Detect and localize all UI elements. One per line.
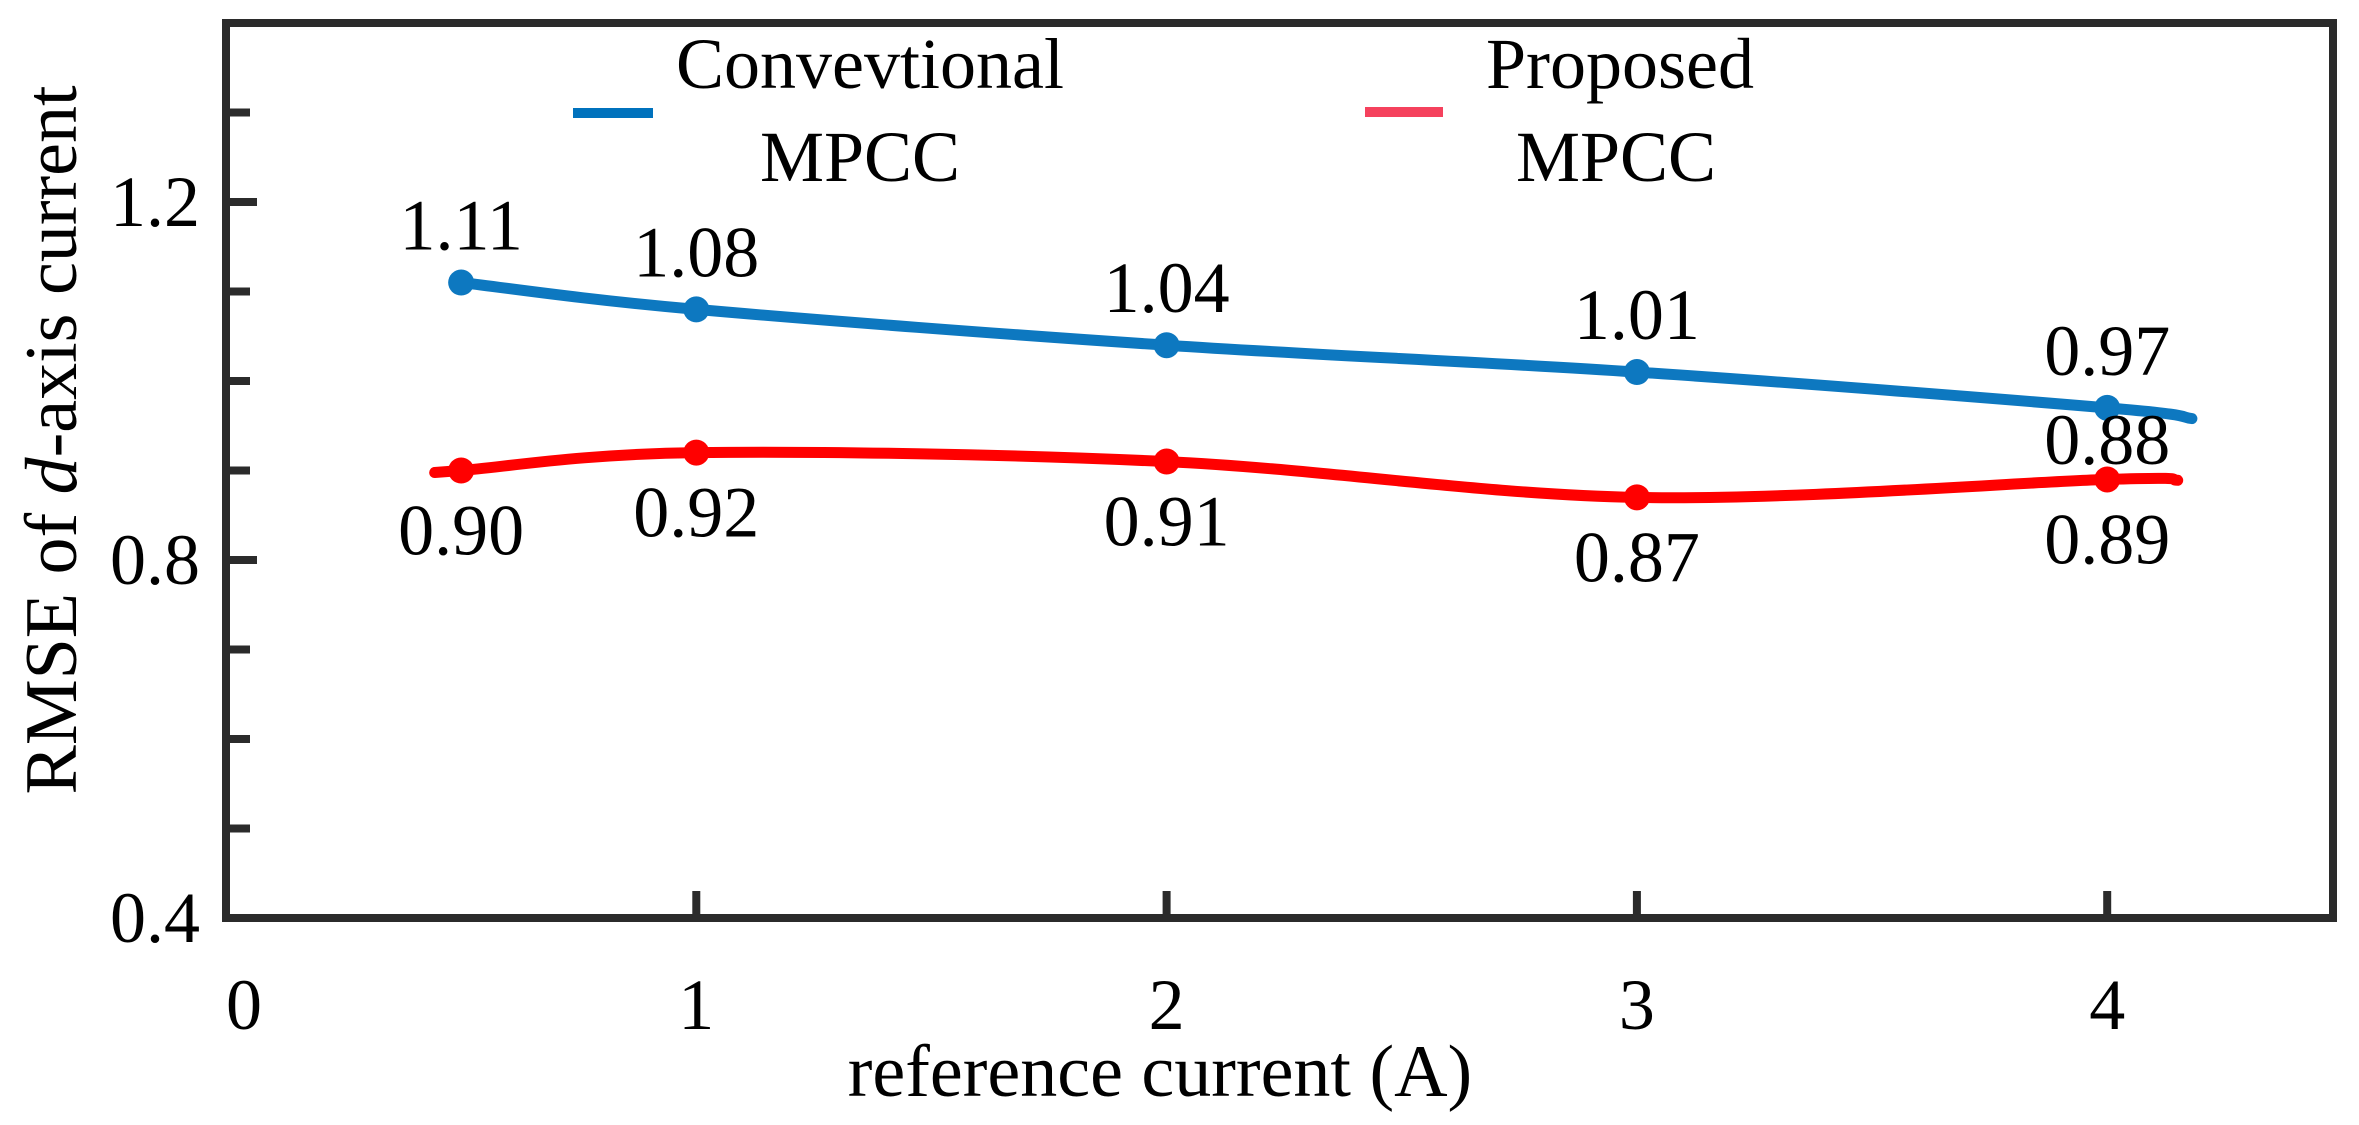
x-tick-label: 2 — [1149, 965, 1185, 1045]
data-point-marker-proposed-mpcc — [1153, 448, 1180, 475]
point-value-label-conventional-mpcc: 1.01 — [1574, 275, 1700, 355]
y-axis-label: RMSE of d-axis current — [11, 85, 93, 794]
data-point-marker-conventional-mpcc — [1623, 359, 1650, 386]
data-point-marker-conventional-mpcc — [683, 296, 710, 323]
annotation-label: 0.88 — [2044, 400, 2170, 480]
legend-label-proposed-line2: MPCC — [1516, 117, 1716, 197]
data-series — [429, 269, 2198, 511]
point-value-label-proposed-mpcc: 0.90 — [398, 491, 524, 571]
point-value-label-conventional-mpcc: 0.97 — [2044, 311, 2170, 391]
legend-label-proposed-line1: Proposed — [1486, 24, 1754, 104]
y-axis-label-post: -axis current — [11, 85, 93, 457]
data-point-marker-conventional-mpcc — [1153, 332, 1180, 359]
y-tick-label: 0.8 — [110, 520, 200, 600]
point-value-label-proposed-mpcc: 0.92 — [633, 473, 759, 553]
data-point-marker-conventional-mpcc — [448, 269, 475, 296]
y-axis-label-italic-d: d — [11, 456, 93, 494]
legend-item-proposed-mpcc: Proposed MPCC — [1365, 24, 1754, 197]
series-line-proposed-mpcc — [429, 446, 2184, 504]
x-tick-label: 4 — [2089, 965, 2125, 1045]
y-tick-label: 1.2 — [110, 162, 200, 242]
point-value-label-proposed-mpcc: 0.89 — [2044, 499, 2170, 579]
legend-item-conventional-mpcc: Convevtional MPCC — [573, 24, 1064, 197]
data-point-marker-conventional-mpcc — [2094, 394, 2121, 421]
point-value-label-proposed-mpcc: 0.87 — [1574, 517, 1700, 597]
legend-label-conventional-line1: Convevtional — [676, 24, 1064, 104]
legend-label-conventional-line2: MPCC — [760, 117, 960, 197]
axis-tick-labels: 0.4 0.8 1.2 0 1 2 3 4 — [110, 162, 2125, 1045]
point-value-label-conventional-mpcc: 1.04 — [1104, 248, 1230, 328]
point-value-label-conventional-mpcc: 1.11 — [399, 186, 522, 266]
data-point-marker-proposed-mpcc — [448, 457, 475, 484]
y-tick-label: 0.4 — [110, 878, 200, 958]
x-axis-label: reference current (A) — [848, 1031, 1472, 1113]
x-tick-label: 0 — [226, 965, 262, 1045]
x-tick-label: 3 — [1619, 965, 1655, 1045]
legend: Convevtional MPCC Proposed MPCC — [573, 24, 1754, 197]
x-tick-label: 1 — [678, 965, 714, 1045]
point-value-label-conventional-mpcc: 1.08 — [633, 212, 759, 292]
axis-ticks — [226, 108, 2112, 918]
data-point-marker-proposed-mpcc — [2094, 466, 2121, 493]
y-axis-label-pre: RMSE of — [11, 494, 93, 794]
data-point-marker-proposed-mpcc — [683, 439, 710, 466]
point-value-label-proposed-mpcc: 0.91 — [1104, 482, 1230, 562]
point-value-labels: 1.11 1.08 1.04 1.01 0.97 0.90 0.92 0.91 0.87 0.89… — [398, 186, 2170, 598]
data-point-marker-proposed-mpcc — [1623, 484, 1650, 511]
series-line-conventional-mpcc — [455, 277, 2198, 425]
